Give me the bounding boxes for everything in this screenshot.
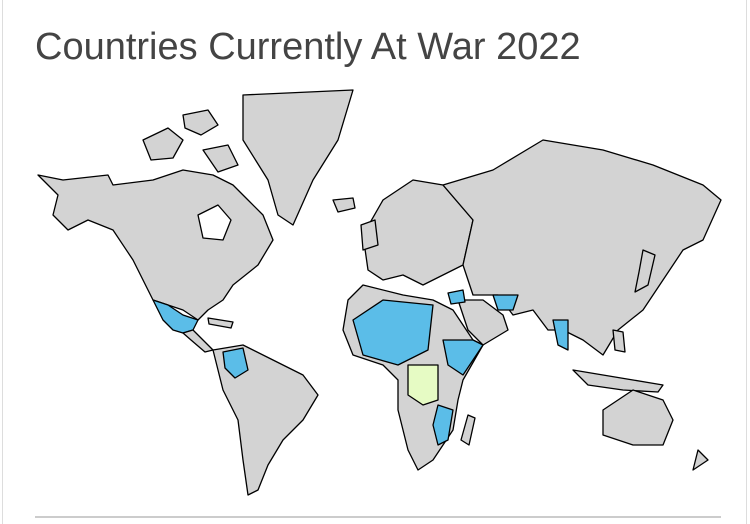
sahel	[352, 299, 434, 366]
hudson-bay	[197, 204, 232, 241]
horn-of-africa	[442, 339, 484, 376]
world-map	[37, 89, 722, 496]
north-america	[37, 169, 274, 321]
syria	[447, 289, 466, 305]
central-america	[182, 329, 214, 353]
iceland	[332, 197, 356, 213]
arctic-island	[202, 144, 239, 173]
europe	[362, 179, 474, 286]
arctic-island	[142, 127, 184, 161]
dr-congo	[407, 364, 439, 406]
new-zealand	[692, 449, 709, 471]
map-title: Countries Currently At War 2022	[35, 26, 581, 68]
divider	[35, 516, 721, 518]
afghanistan	[492, 294, 519, 311]
indonesia	[572, 369, 664, 393]
australia	[602, 389, 674, 446]
greenland	[242, 89, 354, 226]
arctic-island	[182, 109, 219, 136]
caribbean	[207, 317, 234, 329]
colombia	[222, 347, 249, 379]
myanmar	[552, 319, 569, 351]
madagascar	[460, 414, 476, 446]
mozambique	[432, 404, 454, 446]
japan	[634, 249, 656, 293]
philippines	[612, 329, 626, 353]
uk	[360, 219, 379, 251]
south-america	[212, 344, 319, 496]
arabia	[457, 299, 509, 346]
